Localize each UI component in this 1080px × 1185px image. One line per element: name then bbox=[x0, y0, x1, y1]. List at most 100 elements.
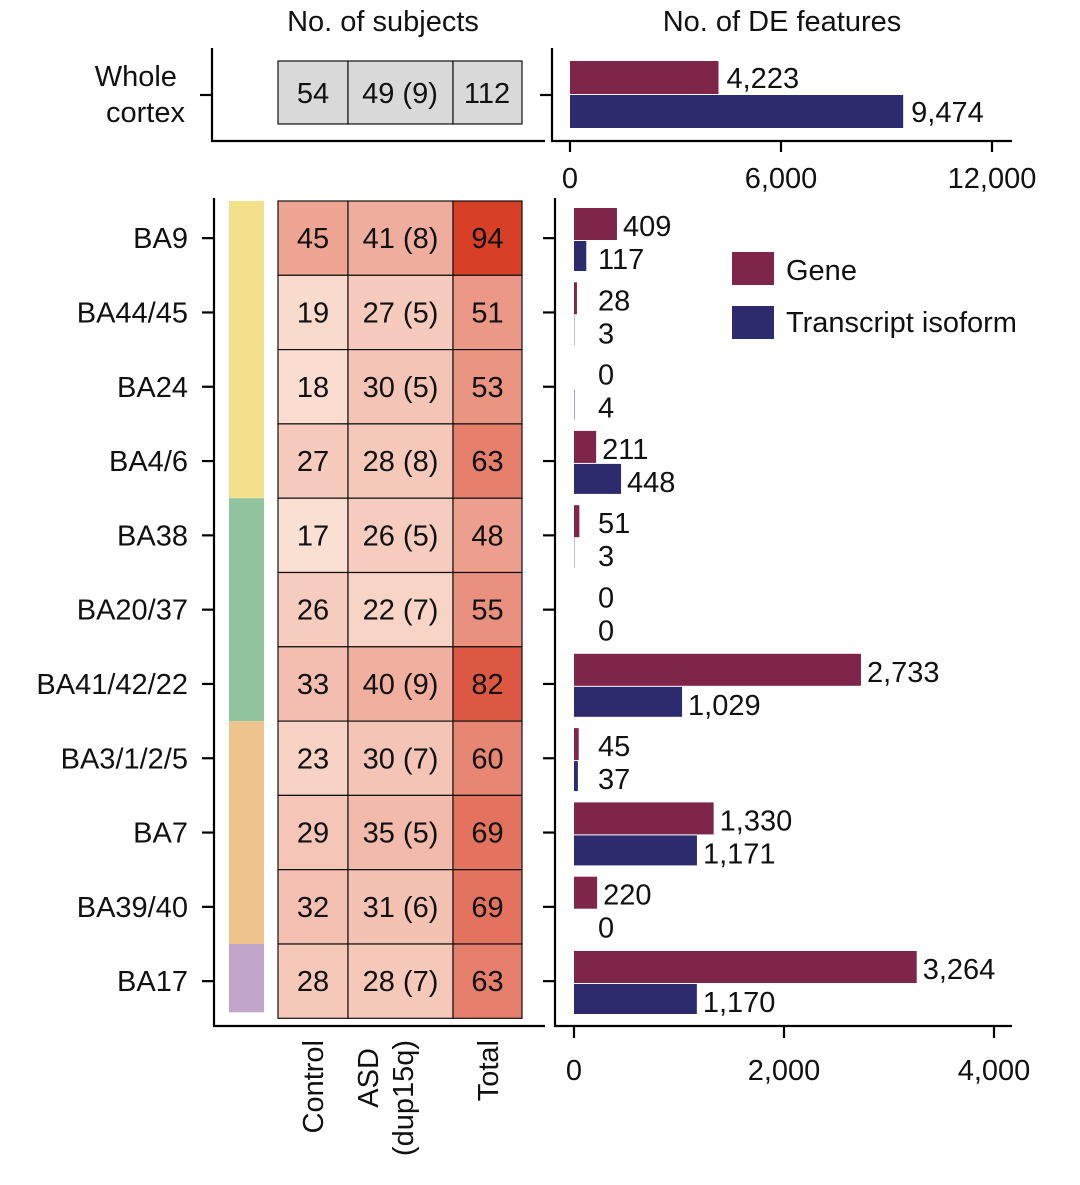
whole-cortex-total-value: 112 bbox=[464, 78, 510, 110]
region-group-temporal bbox=[229, 498, 264, 722]
legend-transcript-label: Transcript isoform bbox=[786, 307, 1017, 339]
bar-gene-ba9 bbox=[574, 208, 617, 240]
heat-cell-ba17-asd bbox=[347, 943, 454, 1019]
heat-cell-ba41-42-22-total bbox=[452, 646, 523, 722]
heat-cell-ba4-6-total bbox=[452, 423, 523, 499]
row-label-ba44-45: BA44/45 bbox=[77, 297, 188, 329]
heat-cell-ba3-1-2-5-asd bbox=[347, 720, 454, 796]
bar-gene-ba7 bbox=[574, 802, 714, 835]
region-tick-label-2: 4,000 bbox=[958, 1055, 1031, 1087]
heat-value-ba7-asd: 35 (5) bbox=[363, 818, 439, 850]
bar-label-transcript-ba20-37: 0 bbox=[598, 616, 614, 648]
bar-gene-ba44-45 bbox=[574, 282, 577, 315]
heat-cell-ba39-40-control bbox=[277, 869, 349, 945]
heat-value-ba4-6-total: 63 bbox=[471, 446, 503, 478]
heat-cell-ba24-total bbox=[452, 349, 523, 425]
heat-value-ba3-1-2-5-asd: 30 (7) bbox=[363, 743, 439, 775]
whole-cortex-asd-value: 49 (9) bbox=[362, 78, 438, 110]
bar-label-gene-ba7: 1,330 bbox=[720, 805, 793, 837]
column-label-control-line-1: Control bbox=[298, 1040, 330, 1134]
bar-transcript-ba17 bbox=[574, 984, 697, 1014]
heat-value-ba41-42-22-control: 33 bbox=[297, 669, 329, 701]
column-label-total-line-1: Total bbox=[473, 1040, 505, 1101]
row-label-ba17: BA17 bbox=[117, 966, 188, 998]
heat-cell-ba9-total bbox=[452, 200, 523, 276]
whole-cortex-tick-label-0: 0 bbox=[562, 163, 578, 195]
column-label-control: Control bbox=[298, 1040, 330, 1134]
bar-label-gene-ba38: 51 bbox=[598, 508, 630, 540]
row-label-ba7: BA7 bbox=[133, 818, 188, 850]
heat-cell-ba38-asd bbox=[347, 497, 454, 574]
whole-cortex-transcript-bar bbox=[570, 95, 904, 128]
heat-value-ba7-control: 29 bbox=[297, 818, 329, 850]
bar-gene-ba41-42-22 bbox=[574, 653, 861, 686]
legend-gene-swatch bbox=[732, 252, 774, 285]
heat-value-ba17-control: 28 bbox=[297, 966, 329, 998]
whole-cortex-label-line-2: cortex bbox=[106, 97, 185, 129]
heat-value-ba9-total: 94 bbox=[471, 223, 503, 255]
heat-cell-ba3-1-2-5-total bbox=[452, 720, 523, 796]
heat-cell-ba4-6-control bbox=[277, 423, 349, 499]
bar-label-transcript-ba24: 4 bbox=[598, 393, 614, 425]
whole-cortex-label-line-1: Whole bbox=[95, 61, 177, 93]
row-label-ba20-37: BA20/37 bbox=[77, 595, 188, 627]
heat-value-ba24-total: 53 bbox=[471, 372, 503, 404]
heat-cell-ba39-40-total bbox=[452, 869, 523, 945]
heat-value-ba9-asd: 41 (8) bbox=[363, 223, 439, 255]
whole-cortex-gene-bar bbox=[570, 61, 719, 94]
heat-value-ba20-37-total: 55 bbox=[471, 595, 503, 627]
heat-cell-ba24-asd bbox=[347, 349, 454, 425]
row-label-ba3-1-2-5: BA3/1/2/5 bbox=[61, 743, 188, 775]
heat-cell-ba44-45-control bbox=[277, 274, 349, 351]
heat-value-ba17-asd: 28 (7) bbox=[363, 966, 439, 998]
region-x-ticks: 0 2,000 4,000 bbox=[566, 1026, 1030, 1087]
column-label-total: Total bbox=[473, 1040, 505, 1101]
bar-label-transcript-ba3-1-2-5: 37 bbox=[598, 764, 630, 796]
heat-value-ba24-asd: 30 (5) bbox=[363, 372, 439, 404]
bar-gene-ba39-40 bbox=[574, 876, 598, 909]
heat-cell-ba38-total bbox=[452, 497, 523, 574]
heat-value-ba7-total: 69 bbox=[471, 818, 503, 850]
bar-label-transcript-ba41-42-22: 1,029 bbox=[688, 690, 761, 722]
heat-value-ba38-asd: 26 (5) bbox=[363, 520, 439, 552]
bar-label-transcript-ba44-45: 3 bbox=[598, 318, 614, 350]
heat-value-ba9-control: 45 bbox=[297, 223, 329, 255]
heat-cell-ba7-control bbox=[277, 794, 349, 871]
region-group-strip bbox=[229, 201, 264, 1013]
whole-cortex-tick-label-2: 12,000 bbox=[948, 163, 1037, 195]
bar-label-gene-ba17: 3,264 bbox=[923, 954, 996, 986]
region-tick-label-1: 2,000 bbox=[748, 1055, 821, 1087]
subject-column-labels: Control ASD (dup15q) Total bbox=[298, 1040, 505, 1156]
row-label-ba38: BA38 bbox=[117, 520, 188, 552]
bar-label-gene-ba39-40: 220 bbox=[603, 880, 651, 912]
heat-cell-ba39-40-asd bbox=[347, 869, 454, 945]
whole-cortex-gene-label: 4,223 bbox=[727, 63, 800, 95]
heat-cell-ba41-42-22-asd bbox=[347, 646, 454, 722]
region-group-parietal bbox=[229, 721, 264, 944]
heat-cell-ba44-45-asd bbox=[347, 274, 454, 351]
bar-gene-ba17 bbox=[574, 951, 917, 983]
column-label-asd-line-2: (dup15q) bbox=[388, 1040, 420, 1156]
bar-label-gene-ba3-1-2-5: 45 bbox=[598, 731, 630, 763]
bar-label-transcript-ba39-40: 0 bbox=[598, 913, 614, 945]
bar-transcript-ba4-6 bbox=[574, 463, 622, 494]
bar-label-transcript-ba7: 1,171 bbox=[703, 838, 776, 870]
bar-label-gene-ba24: 0 bbox=[598, 360, 614, 392]
row-label-ba24: BA24 bbox=[117, 372, 188, 404]
bar-gene-ba3-1-2-5 bbox=[574, 728, 579, 761]
heat-value-ba39-40-control: 32 bbox=[297, 892, 329, 924]
bar-transcript-ba3-1-2-5 bbox=[574, 761, 578, 792]
heat-cell-ba24-control bbox=[277, 349, 349, 425]
region-bars: 40911728304211448513002,7331,02945371,33… bbox=[574, 208, 995, 1019]
heat-value-ba44-45-total: 51 bbox=[471, 297, 503, 329]
heat-value-ba20-37-asd: 22 (7) bbox=[363, 595, 439, 627]
region-group-occipital bbox=[229, 944, 264, 1013]
heat-value-ba38-control: 17 bbox=[297, 520, 329, 552]
legend-transcript-swatch bbox=[732, 306, 774, 339]
whole-cortex-cell-control bbox=[277, 60, 349, 125]
row-label-ba39-40: BA39/40 bbox=[77, 892, 188, 924]
heat-value-ba41-42-22-total: 82 bbox=[471, 669, 503, 701]
whole-cortex-cell-total bbox=[452, 60, 523, 125]
whole-cortex-control-value: 54 bbox=[297, 78, 329, 110]
